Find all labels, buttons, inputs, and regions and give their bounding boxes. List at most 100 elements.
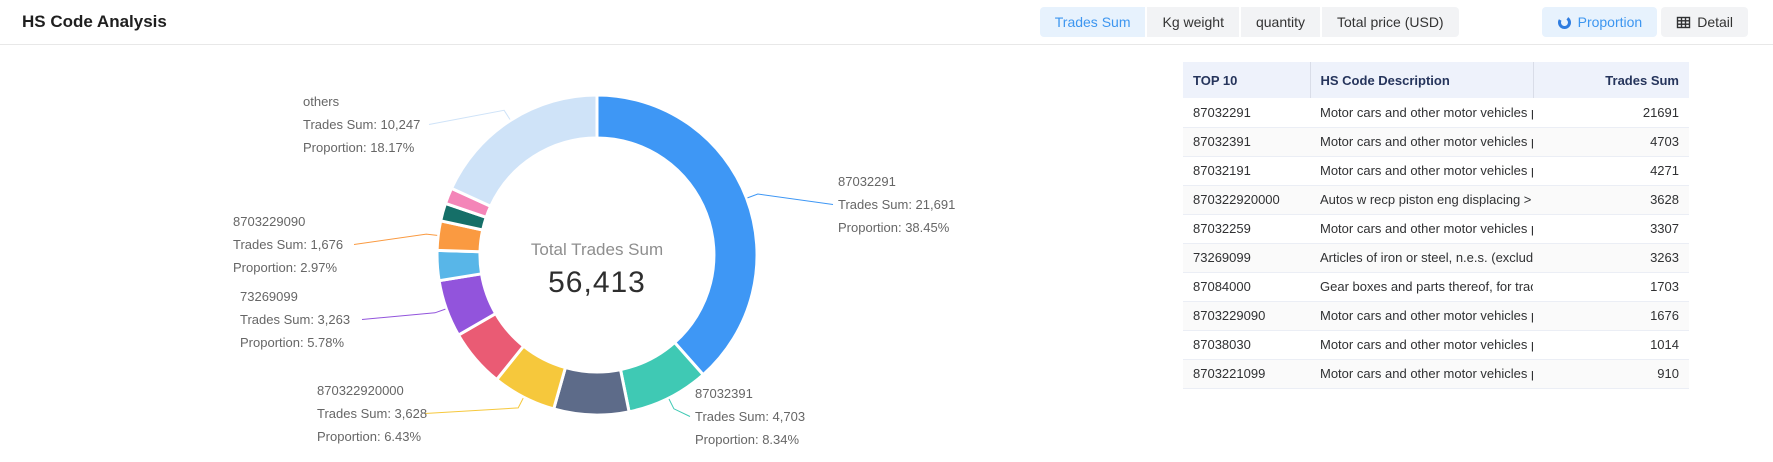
- label-leader-line-870322920000: [424, 397, 524, 414]
- cell-hs-code: 73269099: [1183, 243, 1310, 273]
- cell-trades-sum: 1676: [1533, 301, 1689, 331]
- tab-proportion-label: Proportion: [1577, 14, 1643, 30]
- table-row: 87032291 Motor cars and other motor vehic…: [1183, 98, 1689, 128]
- cell-trades-sum: 1014: [1533, 330, 1689, 360]
- donut-center-label: Total Trades Sum: [530, 240, 664, 259]
- segment-label-proportion: Proportion: 38.45%: [838, 220, 950, 235]
- cell-description: Motor cars and other motor vehicles p...: [1310, 156, 1533, 186]
- table-row: 87032259 Motor cars and other motor vehic…: [1183, 214, 1689, 244]
- segment-label-trades-sum: Trades Sum: 21,691: [838, 197, 956, 212]
- cell-trades-sum: 4271: [1533, 156, 1689, 186]
- table-row: 87032191 Motor cars and other motor vehic…: [1183, 156, 1689, 186]
- view-tab-group: Proportion Detail: [1541, 7, 1748, 37]
- segment-label-trades-sum: Trades Sum: 4,703: [695, 409, 806, 424]
- donut-center-value: 56,413: [548, 266, 646, 299]
- tab-quantity-label: quantity: [1255, 14, 1306, 30]
- cell-trades-sum: 3307: [1533, 214, 1689, 244]
- segment-label-proportion: Proportion: 2.97%: [233, 260, 338, 275]
- page-header: HS Code Analysis Trades Sum Kg weight qu…: [0, 0, 1773, 45]
- cell-description: Motor cars and other motor vehicles p...: [1310, 359, 1533, 389]
- label-leader-line-87032291: [747, 193, 834, 205]
- tab-quantity[interactable]: quantity: [1240, 7, 1321, 37]
- column-header-trades-sum: Trades Sum: [1533, 62, 1689, 98]
- segment-label-proportion: Proportion: 5.78%: [240, 335, 345, 350]
- cell-hs-code: 8703221099: [1183, 359, 1310, 389]
- label-leader-line-73269099: [361, 308, 446, 320]
- segment-label-73269099: 73269099 Trades Sum: 3,263 Proportion: 5.7…: [240, 285, 350, 354]
- table-row: 870322920000 Autos w recp piston eng disp…: [1183, 185, 1689, 215]
- segment-label-code: 87032291: [838, 174, 896, 189]
- cell-hs-code: 87032391: [1183, 127, 1310, 157]
- segment-label-trades-sum: Trades Sum: 3,628: [317, 406, 428, 421]
- segment-label-others: others Trades Sum: 10,247 Proportion: 18.1…: [303, 90, 420, 159]
- tab-trades-sum-label: Trades Sum: [1054, 14, 1131, 30]
- cell-hs-code: 87032291: [1183, 98, 1310, 128]
- segment-label-trades-sum: Trades Sum: 10,247: [303, 117, 421, 132]
- tab-kg-weight[interactable]: Kg weight: [1147, 7, 1239, 37]
- cell-description: Articles of iron or steel, n.e.s. (exclu…: [1310, 243, 1533, 273]
- cell-hs-code: 870322920000: [1183, 185, 1310, 215]
- cell-trades-sum: 1703: [1533, 272, 1689, 302]
- cell-hs-code: 87032191: [1183, 156, 1310, 186]
- pie-chart-icon: [1557, 15, 1572, 30]
- segment-label-87032291: 87032291 Trades Sum: 21,691 Proportion: 38…: [838, 170, 955, 239]
- tab-total-price[interactable]: Total price (USD): [1322, 7, 1459, 37]
- segment-label-87032391: 87032391 Trades Sum: 4,703 Proportion: 8.3…: [695, 382, 805, 451]
- cell-hs-code: 87032259: [1183, 214, 1310, 244]
- cell-description: Motor cars and other motor vehicles p...: [1310, 127, 1533, 157]
- label-leader-line-others: [428, 109, 511, 125]
- donut-segment-others[interactable]: [449, 93, 599, 209]
- cell-description: Autos w recp piston eng displacing > ...: [1310, 185, 1533, 215]
- cell-trades-sum: 3628: [1533, 185, 1689, 215]
- tab-kg-weight-label: Kg weight: [1162, 14, 1224, 30]
- table-row: 8703221099 Motor cars and other motor veh…: [1183, 359, 1689, 389]
- segment-label-proportion: Proportion: 6.43%: [317, 429, 422, 444]
- tab-total-price-label: Total price (USD): [1337, 14, 1444, 30]
- tab-trades-sum[interactable]: Trades Sum: [1039, 7, 1146, 37]
- label-leader-line-8703229090: [353, 233, 438, 245]
- cell-trades-sum: 4703: [1533, 127, 1689, 157]
- table-icon: [1676, 15, 1691, 30]
- segment-label-code: others: [303, 94, 340, 109]
- tab-proportion[interactable]: Proportion: [1541, 7, 1658, 37]
- donut-chart-svg: [353, 93, 834, 417]
- donut-segment-87032191[interactable]: [551, 365, 631, 417]
- segment-label-trades-sum: Trades Sum: 1,676: [233, 237, 344, 252]
- top10-table: TOP 10 HS Code Description Trades Sum 87…: [1183, 62, 1689, 389]
- table-row: 87038030 Motor cars and other motor vehic…: [1183, 330, 1689, 360]
- donut-chart-panel: Total Trades Sum 56,413 87032291 Trades S…: [0, 46, 1040, 462]
- table-row: 87032391 Motor cars and other motor vehic…: [1183, 127, 1689, 157]
- segment-label-870322920000: 870322920000 Trades Sum: 3,628 Proportion:…: [317, 379, 427, 448]
- segment-label-proportion: Proportion: 18.17%: [303, 140, 415, 155]
- segment-label-trades-sum: Trades Sum: 3,263: [240, 312, 351, 327]
- cell-trades-sum: 21691: [1533, 98, 1689, 128]
- segment-label-code: 870322920000: [317, 383, 404, 398]
- cell-description: Motor cars and other motor vehicles p...: [1310, 330, 1533, 360]
- cell-trades-sum: 3263: [1533, 243, 1689, 273]
- donut-segment-87032291[interactable]: [595, 93, 759, 377]
- metric-tab-group: Trades Sum Kg weight quantity Total pric…: [1039, 7, 1459, 37]
- column-header-top10: TOP 10: [1183, 62, 1311, 98]
- segment-label-code: 87032391: [695, 386, 753, 401]
- table-row: 73269099 Articles of iron or steel, n.e.s…: [1183, 243, 1689, 273]
- cell-description: Motor cars and other motor vehicles p...: [1310, 301, 1533, 331]
- page-title: HS Code Analysis: [22, 12, 167, 31]
- table-header-row: TOP 10 HS Code Description Trades Sum: [1183, 62, 1689, 98]
- segment-label-8703229090: 8703229090 Trades Sum: 1,676 Proportion: 2…: [233, 210, 343, 279]
- segment-label-code: 73269099: [240, 289, 298, 304]
- segment-label-proportion: Proportion: 8.34%: [695, 432, 800, 447]
- cell-hs-code: 87084000: [1183, 272, 1310, 302]
- cell-description: Motor cars and other motor vehicles p...: [1310, 98, 1533, 128]
- cell-trades-sum: 910: [1533, 359, 1689, 389]
- tab-detail-label: Detail: [1697, 14, 1733, 30]
- column-header-description: HS Code Description: [1310, 62, 1534, 98]
- cell-hs-code: 87038030: [1183, 330, 1310, 360]
- segment-label-code: 8703229090: [233, 214, 306, 229]
- tab-detail[interactable]: Detail: [1661, 7, 1748, 37]
- label-leader-line-87032391: [668, 398, 691, 417]
- table-row: 87084000 Gear boxes and parts thereof, fo…: [1183, 272, 1689, 302]
- header-tab-area: Trades Sum Kg weight quantity Total pric…: [1039, 7, 1773, 37]
- table-row: 8703229090 Motor cars and other motor veh…: [1183, 301, 1689, 331]
- cell-hs-code: 8703229090: [1183, 301, 1310, 331]
- cell-description: Gear boxes and parts thereof, for tract.…: [1310, 272, 1533, 302]
